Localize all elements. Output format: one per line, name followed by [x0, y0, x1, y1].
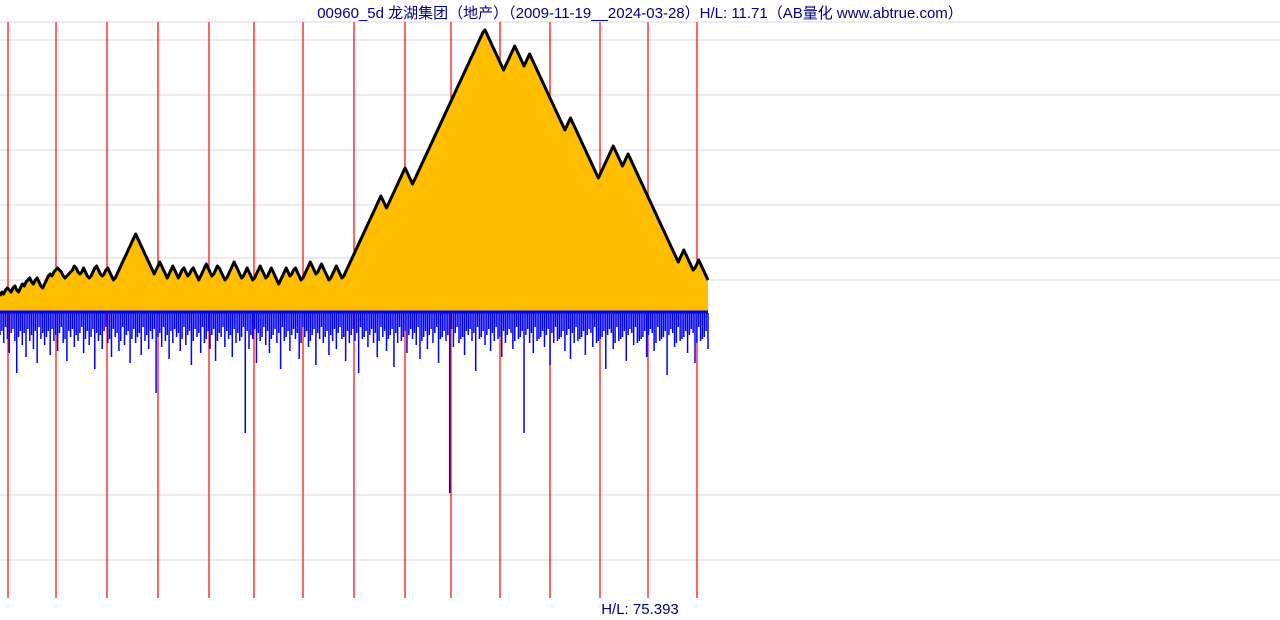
stock-chart	[0, 0, 1280, 620]
bottom-label: H/L: 75.393	[0, 601, 1280, 618]
